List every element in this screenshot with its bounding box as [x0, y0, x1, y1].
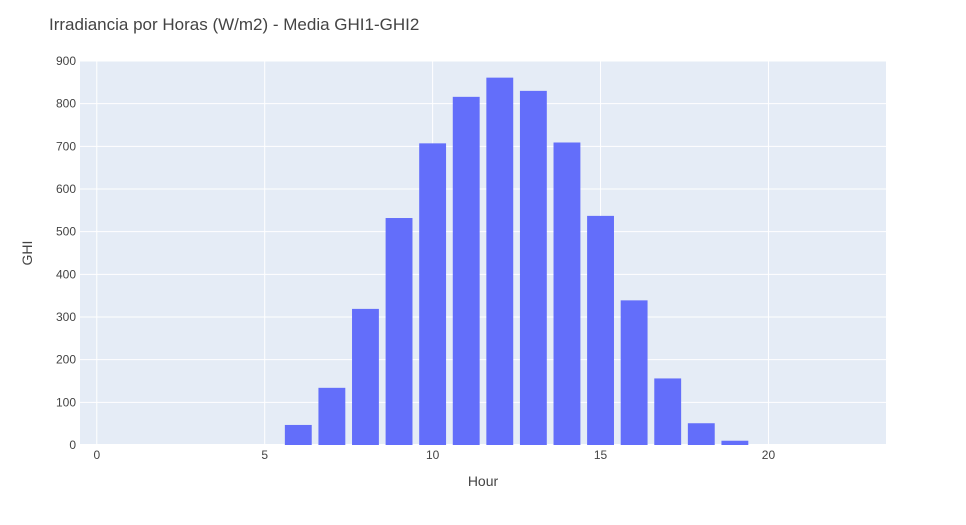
bar[interactable] [687, 423, 715, 445]
x-tick-label: 15 [594, 448, 608, 462]
x-tick-label: 20 [762, 448, 776, 462]
bar[interactable] [553, 142, 581, 445]
y-tick-label: 100 [56, 395, 76, 409]
y-tick-label: 0 [69, 438, 76, 452]
bar[interactable] [385, 218, 413, 445]
y-tick-label: 800 [56, 97, 76, 111]
bar[interactable] [654, 378, 682, 445]
bar[interactable] [519, 90, 547, 445]
bar[interactable] [721, 440, 749, 445]
x-tick-label: 0 [93, 448, 100, 462]
y-tick-label: 500 [56, 225, 76, 239]
y-axis-title: GHI [19, 241, 35, 266]
y-tick-label: 300 [56, 310, 76, 324]
y-axis-ticks: 0 100 200 300 400 500 600 700 800 900 [56, 54, 76, 452]
x-tick-label: 10 [426, 448, 440, 462]
bar[interactable] [284, 424, 312, 445]
x-axis-ticks: 0 5 10 15 20 [93, 448, 775, 462]
bar[interactable] [419, 143, 447, 445]
bar[interactable] [352, 308, 379, 445]
y-tick-label: 700 [56, 139, 76, 153]
bar[interactable] [452, 96, 480, 445]
x-axis-title: Hour [468, 473, 499, 489]
bars [284, 77, 749, 445]
x-tick-label: 5 [261, 448, 268, 462]
y-tick-label: 600 [56, 182, 76, 196]
bar[interactable] [620, 300, 648, 445]
plot-area [80, 61, 886, 445]
bar[interactable] [486, 77, 514, 445]
y-tick-label: 200 [56, 353, 76, 367]
bar[interactable] [587, 215, 614, 445]
y-tick-label: 400 [56, 267, 76, 281]
chart-title: Irradiancia por Horas (W/m2) - Media GHI… [49, 15, 419, 34]
bar[interactable] [318, 387, 346, 445]
y-tick-label: 900 [56, 54, 76, 68]
